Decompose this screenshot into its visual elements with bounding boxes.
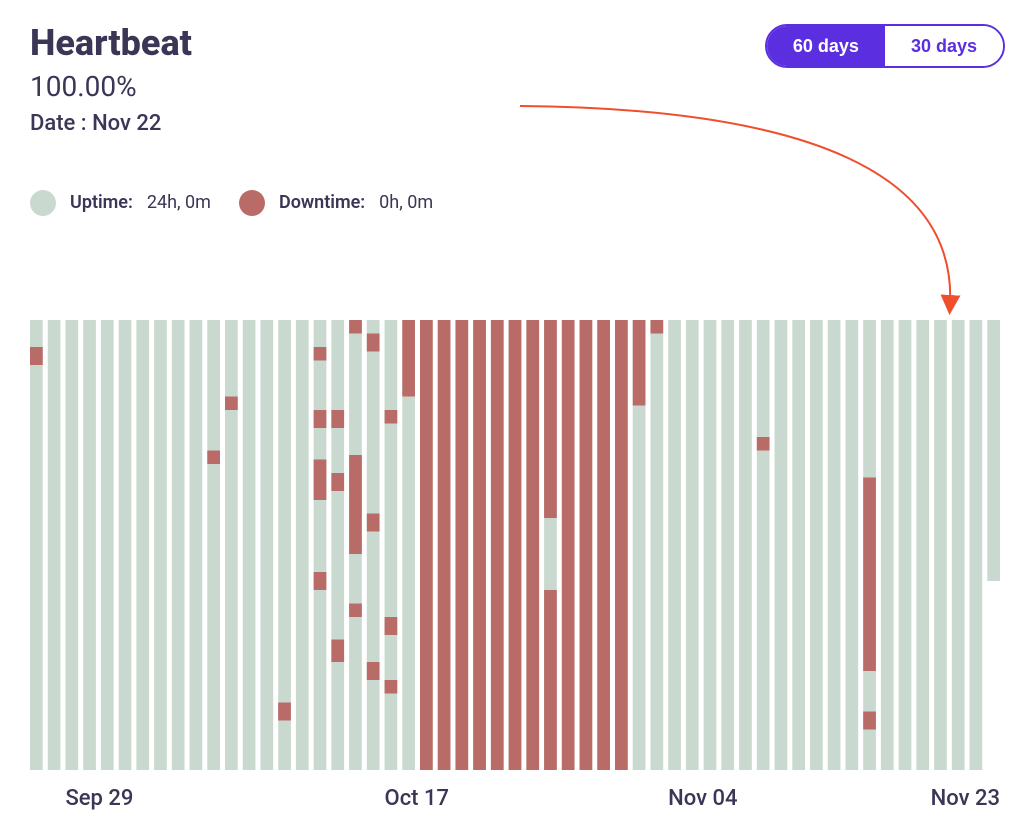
bar-38[interactable] (704, 320, 717, 770)
bar-5[interactable] (119, 320, 132, 770)
bar-19-down (367, 662, 380, 680)
bar-15[interactable] (296, 320, 309, 770)
bar-4[interactable] (101, 320, 114, 770)
bar-17-down (331, 410, 344, 428)
bar-0-down (30, 347, 43, 365)
bar-0[interactable] (30, 320, 43, 770)
bar-7[interactable] (154, 320, 167, 770)
range-toggle-30-days[interactable]: 30 days (885, 26, 1003, 66)
bar-20[interactable] (385, 320, 398, 770)
bar-41[interactable] (757, 320, 770, 770)
bar-2[interactable] (65, 320, 78, 770)
bar-47-down (863, 478, 876, 672)
bar-53[interactable] (970, 320, 983, 770)
bar-13[interactable] (260, 320, 273, 770)
bar-18-down (349, 455, 362, 554)
bar-31-down (580, 320, 593, 770)
bar-18-down (349, 320, 362, 334)
bar-10-down (207, 451, 220, 465)
bar-42[interactable] (775, 320, 788, 770)
legend-swatch-uptime (30, 190, 56, 216)
axis-label: Oct 17 (385, 786, 449, 811)
bar-45[interactable] (828, 320, 841, 770)
bar-37[interactable] (686, 320, 699, 770)
bar-30-down (562, 320, 575, 770)
bar-6[interactable] (136, 320, 149, 770)
bar-8[interactable] (172, 320, 185, 770)
legend: Uptime: 24h, 0m Downtime: 0h, 0m (30, 190, 1005, 216)
bar-27-down (509, 320, 522, 770)
bar-16-down (314, 410, 327, 428)
bar-1[interactable] (48, 320, 61, 770)
legend-swatch-downtime (239, 190, 265, 216)
bar-34-down (633, 320, 646, 406)
bar-19-down (367, 514, 380, 532)
bar-20-down (385, 680, 398, 694)
bar-18-down (349, 604, 362, 618)
bar-52[interactable] (952, 320, 965, 770)
bar-29-down (544, 590, 557, 770)
bar-16[interactable] (314, 320, 327, 770)
range-toggle[interactable]: 60 days30 days (765, 24, 1005, 68)
date-value: Nov 22 (92, 111, 161, 136)
bar-41-down (757, 437, 770, 451)
bar-16-down (314, 460, 327, 501)
bar-12[interactable] (243, 320, 256, 770)
bar-46[interactable] (845, 320, 858, 770)
bar-3[interactable] (83, 320, 96, 770)
date-prefix: Date : (30, 111, 92, 136)
bar-33-down (615, 320, 628, 770)
bar-50[interactable] (916, 320, 929, 770)
bar-39[interactable] (721, 320, 734, 770)
selected-date: Date : Nov 22 (30, 111, 192, 136)
bar-19[interactable] (367, 320, 380, 770)
page-title: Heartbeat (30, 24, 192, 64)
bar-22-down (420, 320, 433, 770)
bar-35[interactable] (650, 320, 663, 770)
bar-20-down (385, 617, 398, 635)
bar-17[interactable] (331, 320, 344, 770)
bar-25-down (473, 320, 486, 770)
axis-label: Nov 23 (931, 786, 1000, 811)
axis-label: Sep 29 (65, 786, 133, 811)
bar-24-down (455, 320, 468, 770)
bar-51[interactable] (934, 320, 947, 770)
bar-54[interactable] (987, 320, 1000, 581)
axis-label: Nov 04 (668, 786, 737, 811)
bar-14-down (278, 703, 291, 721)
bar-44[interactable] (810, 320, 823, 770)
range-toggle-60-days[interactable]: 60 days (767, 26, 885, 66)
bar-48[interactable] (881, 320, 894, 770)
bar-40[interactable] (739, 320, 752, 770)
bar-43[interactable] (792, 320, 805, 770)
bar-36[interactable] (668, 320, 681, 770)
bar-11[interactable] (225, 320, 238, 770)
bar-49[interactable] (899, 320, 912, 770)
bar-47-down (863, 712, 876, 730)
bar-23-down (438, 320, 451, 770)
bar-21-down (402, 320, 415, 397)
legend-uptime-label: Uptime: (70, 192, 133, 213)
bar-11-down (225, 397, 238, 411)
uptime-percentage: 100.00% (30, 70, 192, 103)
bar-17-down (331, 473, 344, 491)
legend-downtime-label: Downtime: (279, 192, 365, 213)
bar-32-down (597, 320, 610, 770)
bar-26-down (491, 320, 504, 770)
bar-19-down (367, 334, 380, 352)
bar-16-down (314, 572, 327, 590)
bar-9[interactable] (190, 320, 203, 770)
legend-downtime-value: 0h, 0m (379, 192, 433, 213)
bar-17-down (331, 640, 344, 663)
bar-20-down (385, 410, 398, 424)
bar-29-down (544, 320, 557, 518)
bar-10[interactable] (207, 320, 220, 770)
bar-35-down (650, 320, 663, 334)
bar-16-down (314, 347, 327, 361)
bar-28-down (526, 320, 539, 770)
legend-uptime-value: 24h, 0m (147, 192, 211, 213)
uptime-chart (30, 320, 1005, 770)
